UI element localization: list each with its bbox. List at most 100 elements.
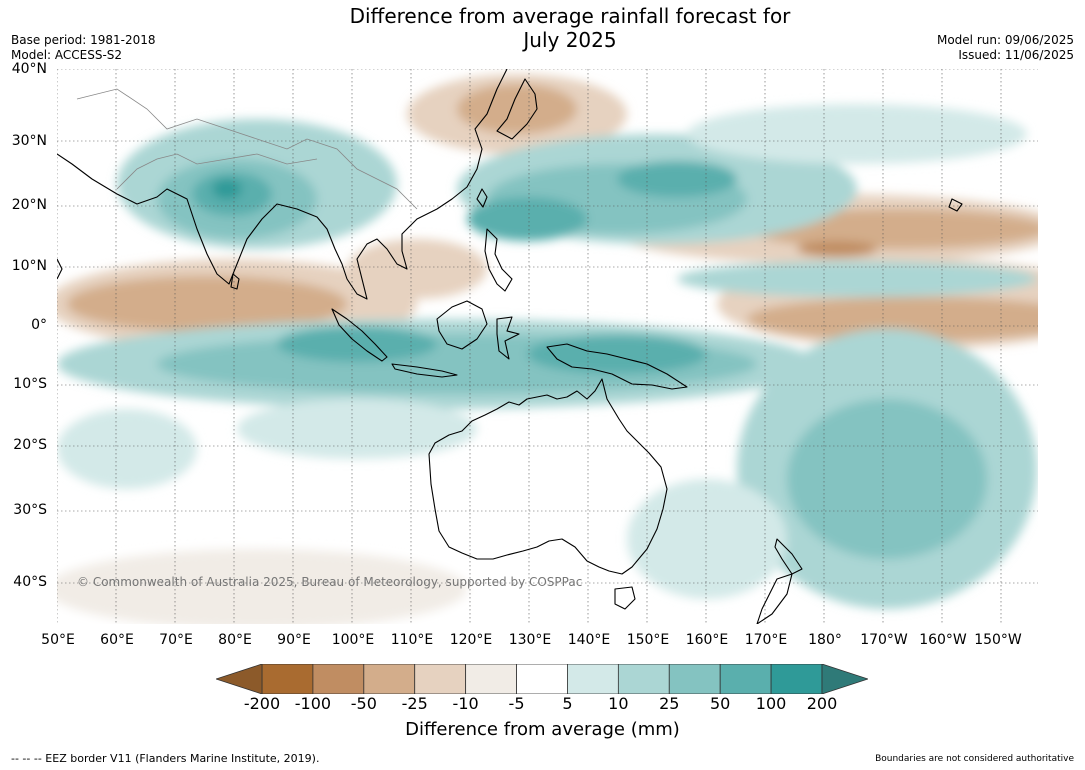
australia-coastline	[428, 378, 668, 575]
model-text: Model: ACCESS-S2	[11, 48, 123, 62]
colorbar-segments	[261, 664, 823, 694]
japan-coastline	[496, 78, 538, 140]
title-line-2: July 2025	[523, 28, 617, 52]
wet-region-north-pacific-light	[687, 104, 1027, 164]
lat-label-20s: 20°S	[13, 437, 47, 453]
colorbar	[216, 664, 868, 694]
new-guinea-coastline	[546, 343, 688, 390]
dry-region-north-pacific-strong	[797, 241, 877, 257]
coastlines	[57, 69, 963, 624]
lon-label-150e: 150°E	[626, 632, 670, 648]
lon-label-170w: 170°W	[860, 632, 908, 648]
base-period-text: Base period: 1981-2018	[11, 33, 156, 47]
copyright-notice: © Commonwealth of Australia 2025, Bureau…	[77, 575, 583, 589]
lon-label-120e: 120°E	[449, 632, 493, 648]
hawaii-coastline	[948, 198, 963, 212]
lon-label-110e: 110°E	[390, 632, 434, 648]
wet-region-south-china-sea-strong	[467, 197, 587, 241]
dry-region-south-indian-light	[57, 549, 467, 624]
lon-label-160e: 160°E	[685, 632, 729, 648]
lon-label-80e: 80°E	[218, 632, 252, 648]
tasmania-coastline	[614, 586, 636, 610]
borneo-coastline	[436, 300, 488, 350]
lon-label-140e: 140°E	[567, 632, 611, 648]
colorbar-segment	[414, 664, 467, 694]
colorbar-tick-label: 10	[608, 694, 629, 713]
lon-label-170e: 170°E	[744, 632, 788, 648]
base-period-info: Base period: 1981-2018 Model: ACCESS-S2	[11, 33, 156, 63]
lon-label-90e: 90°E	[277, 632, 311, 648]
lon-label-100e: 100°E	[331, 632, 375, 648]
wet-region-india-extreme	[212, 179, 242, 199]
lon-label-70e: 70°E	[159, 632, 193, 648]
colorbar-segment	[668, 664, 721, 694]
wet-region-south-indian-band	[237, 399, 477, 459]
rainfall-anomaly-map	[57, 69, 1038, 624]
wet-region-southwest-pacific-medium	[787, 399, 987, 559]
colorbar-tick-label: -100	[294, 694, 332, 713]
sumatra-coastline	[331, 308, 388, 362]
eez-border-note: -- -- -- EEZ border V11 (Flanders Marine…	[11, 752, 320, 765]
colorbar-segment	[617, 664, 670, 694]
colorbar-segment	[465, 664, 517, 694]
colorbar-tick-label: -5	[508, 694, 525, 713]
wet-region-sumatra-strong	[277, 326, 437, 362]
wet-region-central-pacific-band	[677, 261, 1037, 297]
new-zealand-south-island-coastline	[756, 573, 793, 624]
lat-label-10n: 10°N	[11, 258, 47, 274]
colorbar-low-extension	[216, 664, 263, 694]
colorbar-segment	[719, 664, 772, 694]
lat-label-30s: 30°S	[13, 502, 47, 518]
colorbar-segment	[770, 664, 823, 694]
lon-label-180: 180°	[808, 632, 842, 648]
lon-label-50e: 50°E	[41, 632, 75, 648]
sulawesi-coastline	[496, 316, 520, 360]
meridians	[57, 69, 1002, 624]
philippines-coastline	[484, 228, 513, 292]
colorbar-tick-label: -10	[452, 694, 479, 713]
colorbar-segment	[516, 664, 568, 694]
anomaly-shading	[57, 74, 1038, 624]
colorbar-tick-label: 25	[659, 694, 680, 713]
wet-region-northwest-pacific-strong	[617, 161, 737, 197]
lat-label-0: 0°	[31, 317, 47, 333]
colorbar-label: Difference from average (mm)	[405, 719, 680, 740]
lon-label-130e: 130°E	[508, 632, 552, 648]
lon-label-150w: 150°W	[974, 632, 1022, 648]
colorbar-tick-label: -200	[243, 694, 281, 713]
map-title: Difference from average rainfall forecas…	[270, 4, 870, 52]
colorbar-high-extension	[821, 664, 868, 694]
taiwan-coastline	[476, 188, 488, 208]
wet-region-east-australia-light	[627, 479, 787, 599]
dry-region-equatorial-pacific-core	[747, 297, 1038, 341]
lat-label-20n: 20°N	[11, 197, 47, 213]
model-run-text: Model run: 09/06/2025	[936, 33, 1074, 47]
issued-text: Issued: 11/06/2025	[958, 48, 1074, 62]
lat-label-10s: 10°S	[13, 376, 47, 392]
colorbar-segment	[261, 664, 314, 694]
country-borders	[76, 88, 418, 210]
asia-mainland-coastline	[57, 69, 508, 300]
colorbar-tick-label: 200	[806, 694, 838, 713]
colorbar-tick-label: 5	[562, 694, 573, 713]
lon-label-60e: 60°E	[100, 632, 134, 648]
java-coastline	[391, 363, 458, 378]
colorbar-tick-label: 100	[755, 694, 787, 713]
colorbar-segment	[312, 664, 365, 694]
lat-label-40n: 40°N	[11, 61, 47, 77]
wet-region-new-guinea-strong	[527, 334, 707, 374]
lon-label-160w: 160°W	[919, 632, 967, 648]
title-line-1: Difference from average rainfall forecas…	[349, 4, 791, 28]
colorbar-tick-label: -50	[350, 694, 377, 713]
wet-region-southwest-indian-light	[57, 409, 197, 489]
dry-region-east-asia-core	[457, 84, 577, 134]
colorbar-segment	[567, 664, 619, 694]
colorbar-tick-label: 50	[709, 694, 731, 713]
dry-region-indochina	[347, 239, 487, 299]
dry-region-indian-ocean-core	[67, 276, 347, 332]
sri-lanka-coastline	[230, 273, 240, 290]
colorbar-tick-label: -25	[401, 694, 428, 713]
africa-coastline	[57, 258, 63, 280]
colorbar-segment	[363, 664, 416, 694]
lat-label-30n: 30°N	[11, 133, 47, 149]
